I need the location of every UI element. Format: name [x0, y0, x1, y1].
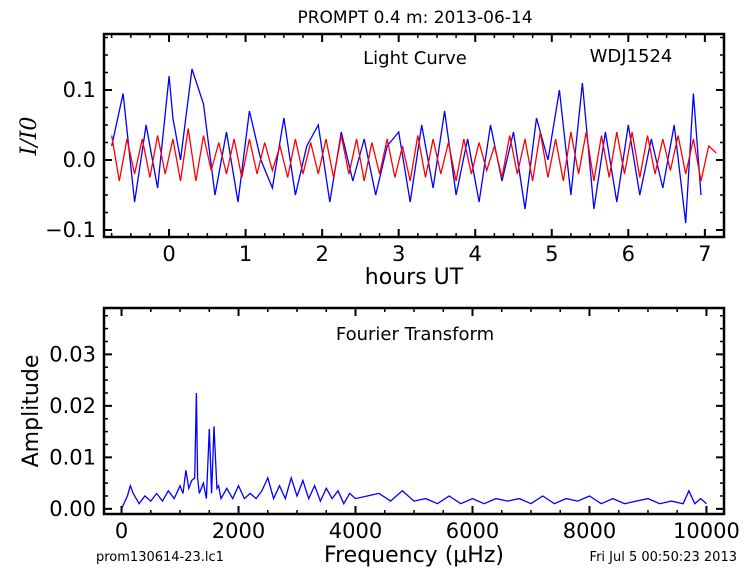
object-name-label: WDJ1524	[590, 46, 673, 67]
light-curve-xtick-label: 5	[545, 242, 558, 266]
fourier-xtick-label: 0	[115, 519, 128, 543]
light-curve-ytick-label: 0.1	[63, 78, 96, 102]
fourier-xtick-label: 4000	[329, 519, 382, 543]
fourier-panel: 0 2000 4000 6000 8000 10000 0.00 0.01 0.02 0.03 F…	[19, 306, 740, 568]
fourier-ylabel: Amplitude	[19, 355, 44, 468]
light-curve-ytick-label: 0.0	[63, 148, 96, 172]
light-curve-xtick-label: 2	[315, 242, 328, 266]
light-curve-xtick-label: 1	[239, 242, 252, 266]
light-curve-xlabel: hours UT	[365, 265, 464, 290]
light-curve-panel: 0 1 2 3 4 5 6 7 −0.1 0.0 0.1 Light Curve WDJ1524 h…	[17, 32, 726, 290]
fourier-xlabel: Frequency (μHz)	[324, 543, 504, 568]
light-curve-xtick-label: 7	[698, 242, 711, 266]
light-curve-xtick-label: 0	[162, 242, 175, 266]
fourier-ytick-label: 0.00	[49, 497, 96, 521]
light-curve-ytick-label: −0.1	[45, 218, 96, 242]
timestamp-label: Fri Jul 5 00:50:23 2013	[590, 550, 737, 565]
fourier-series-0	[120, 392, 707, 510]
light-curve-ylabel: I/I0	[17, 117, 42, 157]
light-curve-xtick-label: 4	[469, 242, 482, 266]
light-curve-title: Light Curve	[363, 48, 467, 69]
fourier-title: Fourier Transform	[336, 324, 494, 345]
light-curve-frame	[102, 32, 726, 239]
light-curve-xtick-label: 6	[622, 242, 635, 266]
fourier-xtick-label: 10000	[673, 519, 740, 543]
figure-title: PROMPT 0.4 m: 2013-06-14	[297, 8, 532, 28]
fourier-xtick-label: 8000	[563, 519, 616, 543]
light-curve-series-1	[111, 128, 717, 182]
fourier-ytick-label: 0.03	[49, 342, 96, 366]
fourier-xtick-label: 2000	[212, 519, 265, 543]
fourier-ytick-label: 0.02	[49, 394, 96, 418]
light-curve-xtick-label: 3	[392, 242, 405, 266]
fourier-xtick-label: 6000	[446, 519, 499, 543]
fourier-ytick-label: 0.01	[49, 445, 96, 469]
filename-label: prom130614-23.lc1	[96, 550, 224, 565]
light-curve-series-0	[111, 68, 702, 224]
